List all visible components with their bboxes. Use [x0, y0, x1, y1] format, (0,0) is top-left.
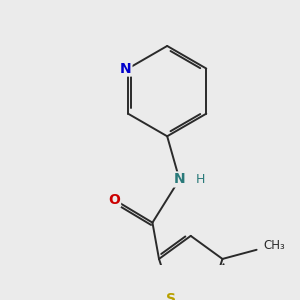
Text: CH₃: CH₃: [263, 239, 285, 252]
Text: O: O: [108, 193, 120, 207]
Text: N: N: [174, 172, 185, 186]
Text: S: S: [166, 292, 176, 300]
Text: H: H: [195, 173, 205, 186]
Text: N: N: [120, 61, 131, 76]
